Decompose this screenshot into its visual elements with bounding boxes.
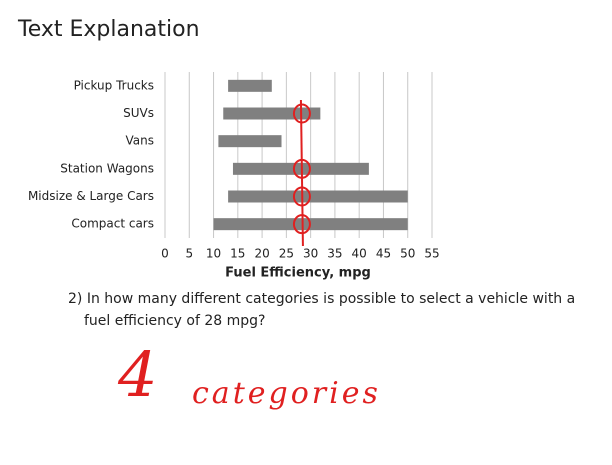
x-axis-label: Fuel Efficiency, mpg bbox=[225, 266, 371, 281]
answer-number: 4 bbox=[117, 338, 157, 411]
reference-circle bbox=[292, 214, 311, 235]
x-tick-label: 40 bbox=[352, 247, 367, 261]
x-tick-label: 45 bbox=[376, 247, 391, 261]
reference-circle bbox=[292, 186, 311, 207]
x-tick-label: 35 bbox=[327, 247, 342, 261]
bar bbox=[223, 107, 321, 120]
bar bbox=[218, 135, 282, 148]
answer-word: categories bbox=[192, 376, 381, 411]
y-tick-label: SUVs bbox=[123, 106, 154, 120]
x-tick-label: 0 bbox=[161, 247, 169, 261]
x-tick-label: 20 bbox=[254, 247, 269, 261]
bar bbox=[228, 190, 408, 203]
x-tick-label: 10 bbox=[206, 247, 221, 261]
reference-line bbox=[299, 99, 304, 247]
x-tick-label: 5 bbox=[185, 247, 193, 261]
x-tick-label: 15 bbox=[230, 247, 245, 261]
x-tick-label: 55 bbox=[424, 247, 439, 261]
y-tick-label: Compact cars bbox=[71, 217, 154, 231]
page-title: Text Explanation bbox=[17, 17, 200, 42]
reference-circle bbox=[292, 103, 311, 124]
x-tick-label: 50 bbox=[400, 247, 415, 261]
question-line: 2) In how many different categories is p… bbox=[68, 291, 575, 307]
x-tick-label: 30 bbox=[303, 247, 318, 261]
bar bbox=[228, 79, 272, 92]
x-tick-label: 25 bbox=[279, 247, 294, 261]
reference-circle bbox=[292, 158, 311, 179]
y-tick-label: Midsize & Large Cars bbox=[28, 189, 154, 203]
y-tick-label: Station Wagons bbox=[60, 161, 154, 175]
y-tick-label: Pickup Trucks bbox=[74, 78, 154, 92]
y-tick-label: Vans bbox=[126, 134, 155, 148]
question-line: fuel efficiency of 28 mpg? bbox=[84, 313, 265, 329]
